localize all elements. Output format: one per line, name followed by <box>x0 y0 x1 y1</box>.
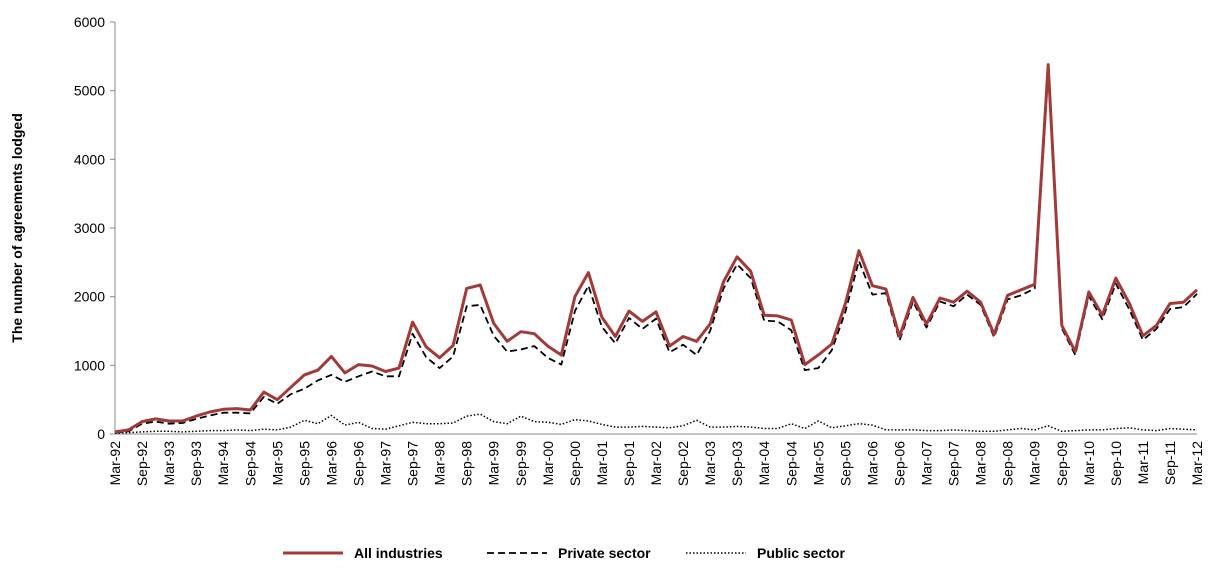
x-tick-label: Mar-05 <box>810 441 826 486</box>
x-tick-label: Mar-92 <box>107 441 123 486</box>
x-tick-label: Sep-97 <box>405 441 421 486</box>
x-tick-label: Sep-06 <box>891 441 907 486</box>
legend-label: Public sector <box>757 545 845 561</box>
x-tick-label: Sep-94 <box>242 441 258 486</box>
x-tick-label: Mar-95 <box>269 441 285 486</box>
y-tick-label: 0 <box>97 426 105 442</box>
x-tick-label: Sep-09 <box>1054 441 1070 486</box>
y-tick-label: 3000 <box>74 220 105 236</box>
x-tick-label: Sep-10 <box>1108 441 1124 486</box>
x-tick-label: Mar-03 <box>702 441 718 486</box>
x-tick-label: Sep-05 <box>837 441 853 486</box>
y-tick-label: 2000 <box>74 289 105 305</box>
legend-label: Private sector <box>558 545 651 561</box>
x-tick-label: Mar-10 <box>1081 441 1097 486</box>
series-line <box>114 413 1198 435</box>
x-tick-label: Sep-07 <box>946 441 962 486</box>
x-tick-label: Mar-06 <box>864 441 880 486</box>
x-tick-label: Sep-02 <box>675 441 691 486</box>
x-tick-label: Sep-93 <box>188 441 204 486</box>
x-tick-label: Mar-11 <box>1135 441 1151 485</box>
x-tick-label: Sep-00 <box>567 441 583 486</box>
y-tick-label: 1000 <box>74 357 105 373</box>
x-tick-label: Sep-98 <box>459 441 475 486</box>
x-tick-label: Mar-93 <box>161 441 177 486</box>
x-tick-label: Mar-00 <box>540 441 556 486</box>
x-tick-label: Sep-99 <box>513 441 529 486</box>
y-axis-label: The number of agreements lodged <box>9 113 25 342</box>
y-tick-label: 5000 <box>74 83 105 99</box>
x-tick-label: Mar-04 <box>756 441 772 486</box>
x-tick-label: Sep-95 <box>296 441 312 486</box>
x-tick-label: Sep-08 <box>1000 441 1016 486</box>
y-tick-label: 6000 <box>74 14 105 30</box>
x-tick-label: Mar-96 <box>323 441 339 486</box>
series-line <box>114 71 1198 434</box>
x-tick-label: Mar-08 <box>973 441 989 486</box>
x-tick-label: Mar-99 <box>486 441 502 486</box>
x-tick-label: Sep-11 <box>1162 441 1178 485</box>
x-tick-label: Mar-12 <box>1189 441 1205 486</box>
x-tick-label: Mar-02 <box>648 441 664 486</box>
x-tick-label: Sep-96 <box>350 441 366 486</box>
x-tick-label: Mar-07 <box>919 441 935 486</box>
x-tick-label: Sep-01 <box>621 441 637 486</box>
x-tick-label: Mar-01 <box>594 441 610 486</box>
x-tick-label: Mar-97 <box>378 441 394 486</box>
legend-label: All industries <box>354 545 443 561</box>
series-line <box>114 63 1199 434</box>
x-tick-label: Mar-09 <box>1027 441 1043 486</box>
x-tick-label: Mar-94 <box>215 441 231 486</box>
x-tick-label: Sep-04 <box>783 441 799 486</box>
x-tick-label: Sep-92 <box>134 441 150 486</box>
y-tick-label: 4000 <box>74 151 105 167</box>
x-tick-label: Sep-03 <box>729 441 745 486</box>
x-tick-label: Mar-98 <box>432 441 448 486</box>
